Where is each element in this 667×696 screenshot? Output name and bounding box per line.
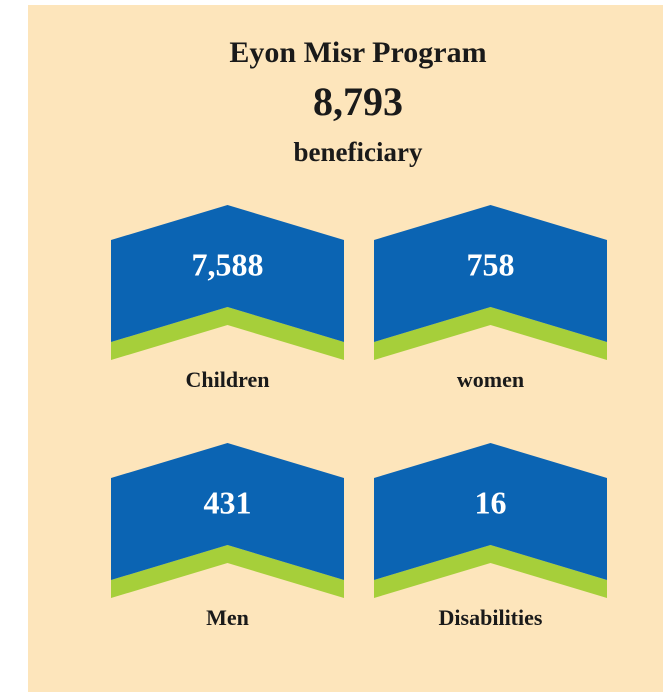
total: 8,793 — [313, 79, 403, 124]
total-label: beneficiary — [294, 137, 423, 167]
card-accent — [374, 545, 607, 598]
cards: 7,588 Children 758 women 431 Men 16 Disabilitie… — [111, 205, 607, 630]
card-accent — [111, 307, 344, 360]
title: Eyon Misr Program — [229, 36, 486, 69]
card-label: Disabilities — [439, 605, 543, 630]
card-label: women — [457, 367, 524, 392]
card-label: Children — [186, 367, 270, 392]
card-shape — [374, 205, 607, 342]
card-value: 7,588 — [192, 246, 264, 282]
card-value: 16 — [475, 484, 507, 520]
card-value: 431 — [204, 484, 252, 520]
card-value: 758 — [467, 246, 515, 282]
card-shape — [111, 443, 344, 580]
card-accent — [111, 545, 344, 598]
card-label: Men — [206, 605, 249, 630]
card-accent — [374, 307, 607, 360]
card-shape — [111, 205, 344, 342]
card-shape — [374, 443, 607, 580]
